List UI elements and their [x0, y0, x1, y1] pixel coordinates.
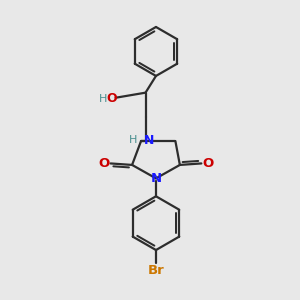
- Text: H: H: [128, 135, 137, 146]
- Text: O: O: [202, 157, 214, 170]
- Text: N: N: [144, 134, 154, 147]
- Text: O: O: [98, 157, 110, 170]
- Text: N: N: [150, 172, 161, 185]
- Text: Br: Br: [148, 263, 164, 277]
- Text: O: O: [106, 92, 117, 105]
- Text: H: H: [99, 94, 107, 103]
